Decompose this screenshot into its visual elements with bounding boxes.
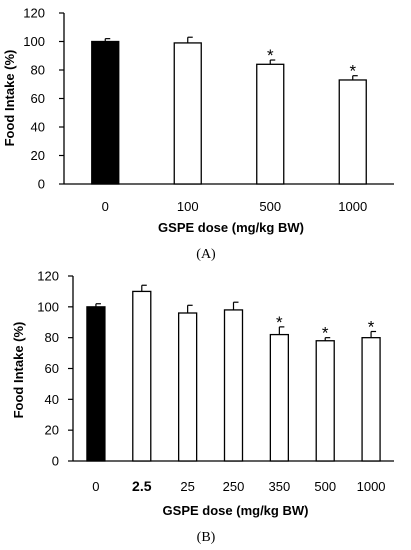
x-tick-label: 0	[102, 199, 109, 214]
x-tick-label: 250	[223, 479, 245, 494]
bar	[132, 290, 152, 462]
bar	[338, 79, 367, 185]
bar	[86, 306, 106, 462]
y-tick-label: 60	[31, 91, 45, 106]
x-tick-label: 100	[177, 199, 199, 214]
bar	[223, 309, 244, 462]
x-tick-label: 350	[269, 479, 291, 494]
x-axis-title: GSPE dose (mg/kg BW)	[158, 220, 304, 235]
y-tick-label: 40	[31, 120, 45, 135]
x-tick-label: 2.5	[132, 478, 152, 494]
y-tick-label: 80	[31, 63, 45, 78]
x-tick-label: 25	[180, 479, 194, 494]
bar	[91, 40, 120, 185]
bar	[361, 337, 381, 462]
y-tick-label: 80	[45, 330, 59, 345]
x-tick-label: 1000	[338, 199, 367, 214]
bar	[173, 42, 202, 185]
y-tick-label: 40	[45, 392, 59, 407]
significance-marker: *	[349, 62, 356, 81]
significance-marker: *	[276, 313, 283, 332]
y-tick-label: 0	[38, 177, 45, 192]
significance-marker: *	[267, 46, 274, 65]
significance-marker: *	[322, 324, 329, 343]
y-tick-label: 120	[37, 269, 59, 284]
chart-panel-a: 0 20 40 60 80 100 120 0 100 * 500 * 1000 GSPE dose (m…	[2, 6, 394, 262]
y-axis-title: Food Intake (%)	[11, 322, 26, 419]
bar	[315, 340, 335, 462]
y-tick-label: 60	[45, 361, 59, 376]
y-tick-label: 0	[52, 454, 59, 469]
bar	[269, 333, 290, 462]
chart-panel-b: 0 20 40 60 80 100 120 0 2.5 25 250 * 350 * 500 * 1000 GSP…	[11, 269, 394, 545]
y-tick-label: 120	[23, 6, 45, 21]
y-axis-title: Food Intake (%)	[2, 50, 17, 147]
y-tick-label: 100	[37, 299, 59, 314]
significance-marker: *	[368, 318, 375, 337]
x-axis-title: GSPE dose (mg/kg BW)	[163, 503, 309, 518]
y-tick-label: 20	[45, 423, 59, 438]
panel-caption: (A)	[196, 247, 216, 262]
x-tick-label: 500	[314, 479, 336, 494]
x-tick-label: 0	[92, 479, 99, 494]
y-tick-label: 20	[31, 148, 45, 163]
x-tick-label: 1000	[357, 479, 386, 494]
bar	[177, 312, 198, 462]
bar	[256, 63, 285, 185]
panel-caption: (B)	[197, 530, 216, 545]
y-tick-label: 100	[23, 34, 45, 49]
x-tick-label: 500	[259, 199, 281, 214]
